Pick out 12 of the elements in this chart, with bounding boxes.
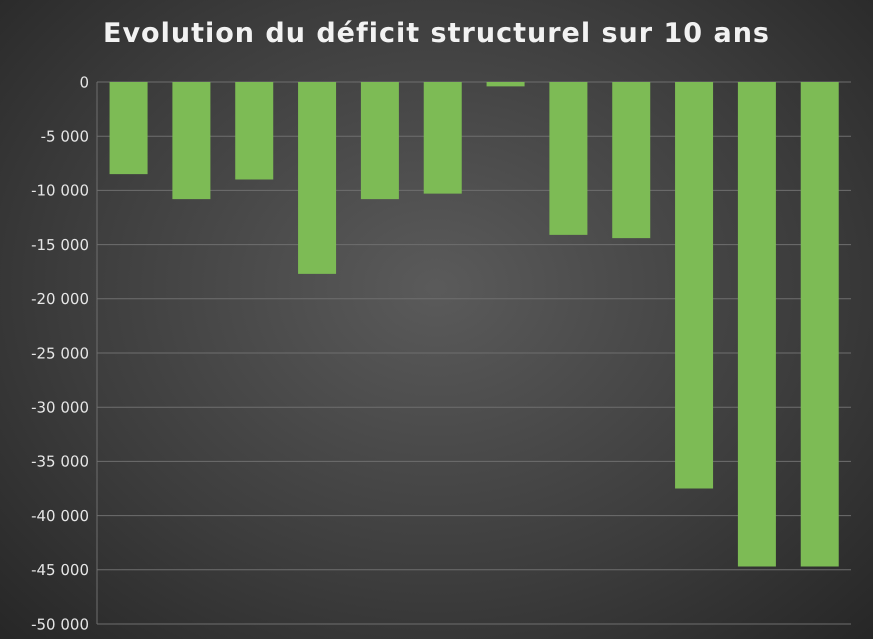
y-tick-label: -50 000 bbox=[31, 615, 89, 634]
y-tick-label: 0 bbox=[79, 73, 89, 92]
y-tick-label: -20 000 bbox=[31, 290, 89, 308]
y-tick-label: -10 000 bbox=[31, 182, 89, 200]
chart-title: Evolution du déficit structurel sur 10 ans bbox=[102, 18, 771, 49]
y-tick-label: -30 000 bbox=[31, 398, 89, 417]
y-tick-label: -25 000 bbox=[31, 344, 89, 362]
y-tick-label: -5 000 bbox=[40, 128, 89, 146]
y-tick-label: -40 000 bbox=[31, 506, 89, 525]
y-tick-label: -15 000 bbox=[31, 236, 89, 254]
y-tick-label: -45 000 bbox=[31, 561, 89, 580]
y-tick-label: -35 000 bbox=[31, 452, 89, 471]
